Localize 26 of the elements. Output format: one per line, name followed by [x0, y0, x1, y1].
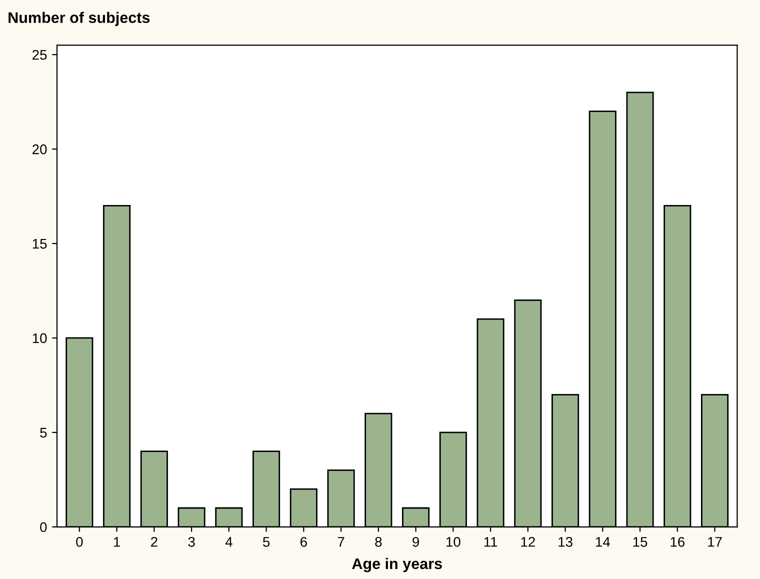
x-tick-label: 3 [188, 536, 195, 547]
x-tick-label: 8 [375, 536, 382, 547]
x-tick-label: 16 [670, 536, 685, 547]
x-tick-label: 11 [484, 537, 498, 547]
x-tick-label: 7 [338, 537, 344, 547]
x-tick-label: 0 [76, 536, 83, 547]
x-tick-label: 15 [633, 537, 648, 547]
x-tick-label: 2 [151, 536, 158, 547]
y-tick-label: 0 [40, 522, 47, 532]
x-axis-title: Age in years [352, 558, 442, 572]
x-tick-label: 1 [114, 537, 120, 547]
y-tick-label: 5 [40, 428, 47, 438]
x-tick-label: 17 [708, 537, 722, 547]
y-tick-label: 10 [32, 333, 47, 344]
x-tick-label: 6 [300, 536, 307, 547]
x-tick-label: 12 [521, 536, 535, 547]
y-tick-label: 15 [32, 239, 47, 249]
x-tick-label: 10 [446, 536, 460, 547]
y-tick-label: 20 [32, 144, 47, 154]
x-tick-label: 4 [225, 537, 232, 547]
x-tick-label: 5 [262, 537, 270, 547]
y-axis-title: Number of subjects [8, 12, 150, 26]
y-tick-label: 25 [32, 50, 47, 60]
x-tick-label: 13 [558, 536, 572, 547]
x-tick-label: 14 [596, 537, 610, 547]
x-tick-label: 9 [412, 536, 419, 547]
